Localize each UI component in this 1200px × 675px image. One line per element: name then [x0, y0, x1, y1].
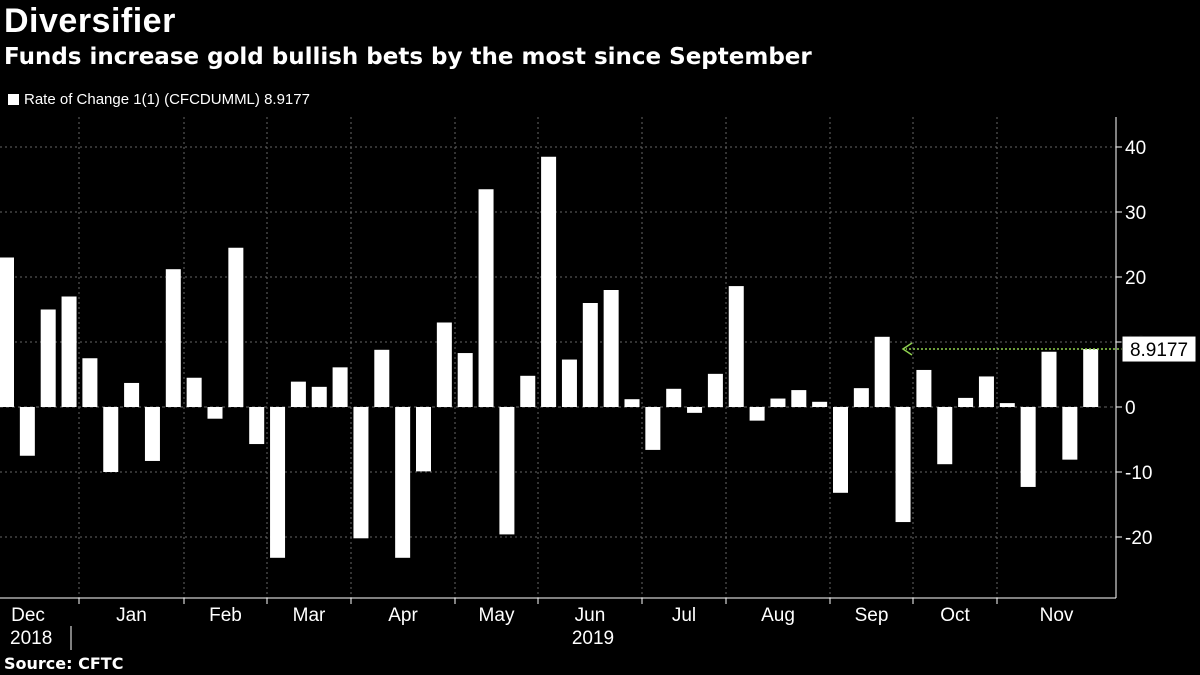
bar — [311, 386, 327, 407]
y-tick-label: -20 — [1125, 528, 1152, 549]
bar — [707, 373, 723, 407]
bar — [165, 269, 181, 407]
bar — [1083, 349, 1099, 407]
annotation-arrowhead — [901, 342, 913, 356]
bar — [353, 407, 369, 539]
chart-title: Diversifier — [4, 2, 176, 40]
bar — [874, 336, 890, 407]
bar — [791, 390, 807, 407]
y-tick-label: 20 — [1125, 268, 1146, 289]
y-tick-label: 40 — [1125, 138, 1146, 159]
bar — [999, 403, 1015, 407]
bar — [937, 407, 953, 465]
bar — [186, 377, 202, 407]
bar — [82, 358, 98, 407]
legend-swatch — [8, 94, 19, 105]
bar — [499, 407, 515, 535]
x-year-label: 2018 — [10, 628, 52, 649]
x-month-label: Oct — [940, 605, 970, 626]
bar — [270, 407, 286, 558]
bar — [603, 290, 619, 407]
bar — [61, 296, 77, 407]
y-tick-label: -10 — [1125, 463, 1152, 484]
bar — [853, 388, 869, 407]
bar — [916, 369, 932, 407]
bar — [332, 367, 348, 407]
bar — [1062, 407, 1078, 460]
annotation-callout-box — [1121, 335, 1197, 363]
bar — [582, 303, 598, 407]
bar — [249, 407, 265, 445]
x-month-label: Jun — [575, 605, 606, 626]
legend-label: Rate of Change 1(1) (CFCDUMML) 8.9177 — [24, 91, 310, 108]
bar — [833, 407, 848, 493]
annotation-layer: 8.9177 — [901, 335, 1197, 363]
y-tick-label: 30 — [1125, 203, 1146, 224]
bar — [645, 407, 661, 450]
x-month-label: Mar — [293, 605, 326, 626]
bar-layer — [0, 156, 1099, 558]
bar — [666, 388, 682, 407]
bar — [1041, 351, 1057, 407]
bar — [103, 407, 119, 472]
x-month-label: Jul — [672, 605, 696, 626]
legend: Rate of Change 1(1) (CFCDUMML) 8.9177 — [8, 91, 310, 108]
bar — [395, 407, 411, 558]
bar — [144, 407, 160, 461]
bar — [541, 156, 557, 407]
source-note: Source: CFTC — [4, 654, 124, 673]
bar — [520, 375, 536, 407]
bar — [687, 407, 703, 413]
bar — [624, 399, 640, 407]
bar — [40, 309, 56, 407]
y-tick-label: 0 — [1125, 398, 1136, 419]
bar — [416, 407, 431, 472]
bar — [0, 257, 14, 407]
bar — [728, 286, 744, 407]
bar — [958, 397, 974, 407]
x-month-label: Feb — [209, 605, 242, 626]
x-month-label: Aug — [761, 605, 795, 626]
bar — [1020, 407, 1036, 487]
x-month-label: Jan — [116, 605, 147, 626]
bar — [207, 407, 223, 419]
x-month-label: Dec — [11, 605, 45, 626]
bar — [895, 407, 911, 523]
x-month-label: Nov — [1040, 605, 1074, 626]
grid-layer — [0, 117, 1116, 598]
x-year-label: 2019 — [572, 628, 614, 649]
bar — [19, 407, 35, 456]
bar — [457, 353, 473, 407]
bar — [436, 322, 452, 407]
bar — [770, 398, 786, 407]
bar — [749, 407, 765, 421]
bar — [978, 376, 994, 407]
x-month-label: Sep — [855, 605, 889, 626]
chart-subtitle: Funds increase gold bullish bets by the … — [4, 44, 812, 70]
bar — [374, 349, 390, 407]
bar — [124, 382, 140, 407]
bar — [228, 247, 244, 407]
bar — [561, 359, 577, 407]
axis-layer: 403020100-10-20DecJanFebMarAprMayJunJulA… — [0, 117, 1152, 650]
annotation-callout-label: 8.9177 — [1130, 340, 1188, 361]
bar — [812, 401, 828, 407]
x-month-label: May — [479, 605, 515, 626]
bar — [478, 189, 494, 407]
bar — [290, 381, 306, 407]
x-month-label: Apr — [388, 605, 418, 626]
